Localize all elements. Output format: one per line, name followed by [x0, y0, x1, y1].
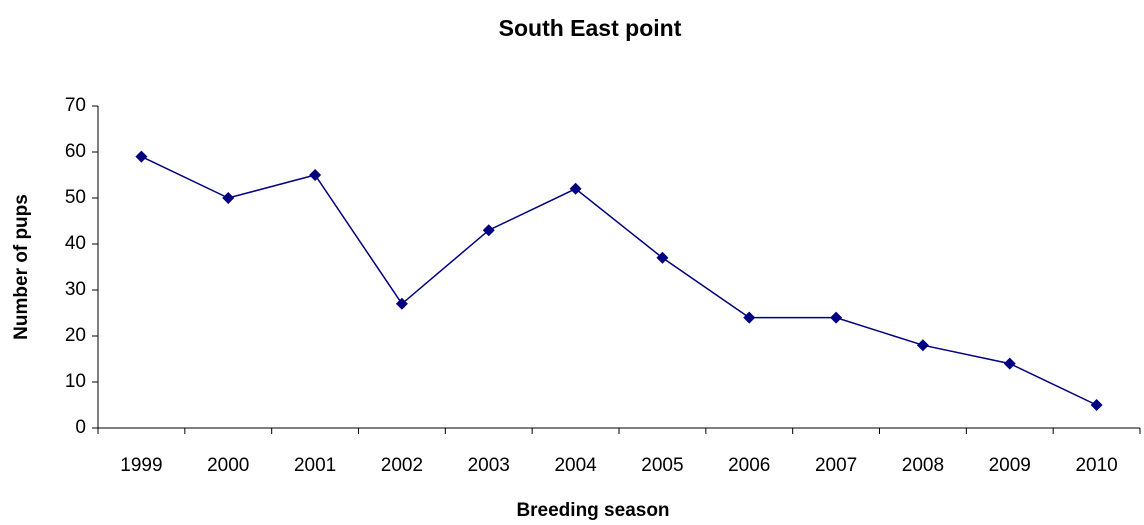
data-marker	[743, 311, 756, 324]
y-tick-label: 50	[65, 187, 86, 208]
y-axis-label: Number of pups	[11, 194, 32, 340]
y-tick-label: 70	[65, 95, 86, 116]
data-marker	[656, 251, 669, 264]
y-tick-label: 60	[65, 141, 86, 162]
y-tick-label: 10	[65, 371, 86, 392]
x-tick-label: 2004	[554, 455, 597, 476]
data-marker	[1090, 399, 1103, 411]
data-marker	[569, 182, 582, 195]
chart-title: South East point	[499, 15, 682, 41]
x-tick-label: 2005	[641, 455, 683, 476]
x-tick-label: 2007	[815, 455, 857, 476]
data-marker	[1003, 357, 1016, 370]
y-tick-label: 30	[65, 279, 86, 300]
x-tick-label: 1999	[120, 455, 162, 476]
y-tick-label: 20	[65, 325, 86, 346]
x-tick-label: 2000	[207, 455, 249, 476]
x-tick-label: 2002	[381, 455, 423, 476]
data-marker	[309, 169, 322, 181]
x-tick-label: 2006	[728, 455, 770, 476]
data-marker	[482, 224, 495, 237]
data-marker	[916, 339, 929, 352]
x-axis-label: Breeding season	[516, 500, 669, 521]
data-marker	[395, 297, 408, 310]
data-marker	[830, 311, 843, 324]
data-marker	[135, 150, 148, 163]
data-marker	[222, 192, 235, 204]
y-tick-label: 0	[75, 417, 86, 438]
x-tick-label: 2009	[989, 455, 1031, 476]
x-tick-label: 2003	[468, 455, 510, 476]
x-tick-label: 2008	[902, 455, 944, 476]
data-line	[141, 155, 1097, 406]
y-tick-label: 40	[65, 233, 86, 254]
x-tick-label: 2001	[294, 455, 336, 476]
x-tick-label: 2010	[1075, 455, 1117, 476]
